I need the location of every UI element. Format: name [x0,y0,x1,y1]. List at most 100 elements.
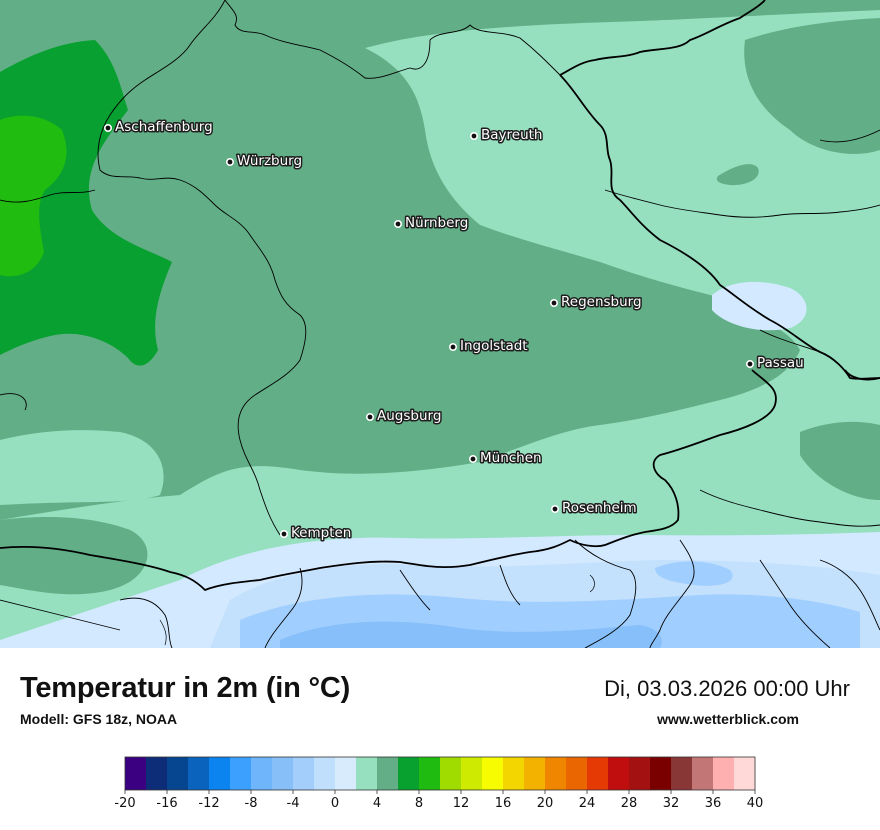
temp-band-2-4-southwest [0,430,164,505]
city-dot [550,504,559,513]
temp-band-m6-m4 [280,621,662,648]
city-label: Nürnberg [405,215,468,231]
city-rosenheim: Rosenheim [550,499,638,518]
city-bayreuth: Bayreuth [469,126,544,145]
legend-swatch [629,757,651,790]
legend-tick-label: 20 [537,796,554,811]
color-legend: -20 -16 -12 -8 -4 0 4 8 12 16 20 24 28 32 36 40 [115,756,763,811]
legend-tick-label: 0 [331,796,339,811]
legend-swatch [419,757,441,790]
legend-swatch [272,757,294,790]
legend-tick-label: 28 [621,796,638,811]
legend-tick-label: -20 [115,796,136,811]
legend-swatch [209,757,231,790]
city-dot [226,158,235,167]
temp-band-8-10 [0,115,67,277]
legend-swatch [461,757,483,790]
legend-swatch [692,757,714,790]
legend-swatch [335,757,357,790]
temp-band-4-6-northeast [744,18,880,154]
city-label: Aschaffenburg [115,119,213,135]
city-nurnberg: Nürnberg [393,214,470,233]
legend-swatches [124,756,756,791]
forecast-datetime: Di, 03.03.2026 00:00 Uhr [604,676,850,701]
legend-swatch [398,757,420,790]
city-dot [469,132,478,141]
legend-tick-label: 8 [415,796,423,811]
legend-swatch [293,757,315,790]
legend-tick-label: 36 [705,796,722,811]
city-passau: Passau [745,354,805,373]
city-label: Passau [757,355,804,371]
city-dot [365,412,374,421]
legend-tick-label: 40 [747,796,764,811]
city-dot [448,342,457,351]
legend-swatch [671,757,693,790]
city-label: Regensburg [561,294,642,310]
legend-swatch [734,757,756,790]
legend-swatch [482,757,504,790]
legend-tick-label: -16 [156,796,177,811]
legend-ticks: -20 -16 -12 -8 -4 0 4 8 12 16 20 24 28 32 36 40 [115,790,763,811]
city-label: Würzburg [237,153,302,169]
legend-swatch [545,757,567,790]
temp-band-4-6-alps-west [0,517,148,595]
city-regensburg: Regensburg [549,293,643,312]
legend-swatch [608,757,630,790]
legend-tick-label: 16 [495,796,512,811]
legend-tick-label: -4 [287,796,300,811]
legend-swatch [650,757,672,790]
city-dot [468,454,477,463]
legend-swatch [251,757,273,790]
city-label: Bayreuth [481,127,543,143]
map-title: Temperatur in 2m (in °C) [20,672,351,704]
city-dot [745,359,754,368]
city-wurzburg: Würzburg [226,152,304,171]
legend-swatch [566,757,588,790]
legend-swatch [125,757,147,790]
city-label: Ingolstadt [460,338,528,354]
temperature-map: Aschaffenburg Würzburg Bayreuth Nürnberg Reg… [0,0,880,648]
temp-band-4-6-east-island [716,164,759,186]
legend-swatch [356,757,378,790]
legend-tick-label: -8 [245,796,258,811]
legend-tick-label: 32 [663,796,680,811]
legend-swatch [167,757,189,790]
country-borders [0,0,880,591]
city-dot [279,529,288,538]
city-label: Augsburg [377,408,441,424]
legend-swatch [524,757,546,790]
legend-swatch [440,757,462,790]
legend-frame [124,756,756,791]
city-label: München [480,450,542,466]
website-link[interactable]: www.wetterblick.com [657,711,799,727]
legend-swatch [503,757,525,790]
city-label: Kempten [291,525,351,541]
city-dot [393,220,402,229]
legend-swatch [146,757,168,790]
city-augsburg: Augsburg [365,407,443,426]
legend-swatch [377,757,399,790]
legend-tick-label: 4 [373,796,381,811]
model-info: Modell: GFS 18z, NOAA [20,711,178,727]
city-label: Rosenheim [562,500,637,516]
city-markers: Aschaffenburg Würzburg Bayreuth Nürnberg Reg… [104,118,805,543]
city-munchen: München [468,449,543,468]
city-aschaffenburg: Aschaffenburg [104,118,214,137]
city-dot [549,298,558,307]
legend-swatch [587,757,609,790]
city-dot [104,124,113,133]
legend-tick-label: 24 [579,796,596,811]
city-kempten: Kempten [279,524,353,543]
legend-tick-label: -12 [198,796,219,811]
legend-swatch [713,757,735,790]
region-borders [0,0,880,648]
temp-band-4-6-southeast [800,421,880,500]
legend-swatch [188,757,210,790]
city-ingolstadt: Ingolstadt [448,337,529,356]
temp-band-2-4-east [0,10,880,648]
legend-swatch [314,757,336,790]
legend-swatch [230,757,252,790]
legend-tick-label: 12 [453,796,470,811]
lakes [159,574,595,646]
